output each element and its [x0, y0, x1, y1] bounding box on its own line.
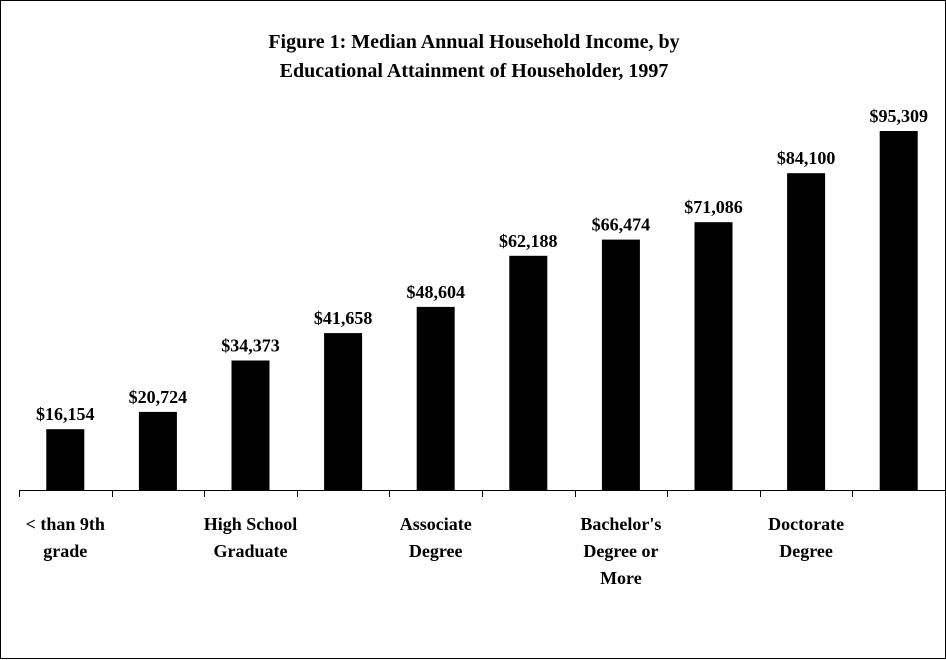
- bar-2: [231, 360, 270, 490]
- bar-9: [879, 131, 918, 490]
- data-label-6: $66,474: [592, 215, 651, 235]
- data-label-2: $34,373: [221, 336, 280, 356]
- bar-3: [324, 333, 363, 490]
- chart-title-line-1: Figure 1: Median Annual Household Income…: [268, 31, 679, 53]
- data-labels: $16,154 $20,724 $34,373 $41,658 $48,604 $62,1…: [36, 106, 928, 424]
- data-label-1: $20,724: [129, 387, 188, 407]
- data-label-7: $71,086: [684, 197, 743, 217]
- bar-series: [46, 131, 918, 490]
- data-label-3: $41,658: [314, 308, 373, 328]
- x-tick-label-8: Doctorate Degree: [768, 514, 844, 561]
- x-axis-tick-labels: < than 9th grade High School Graduate Associ…: [26, 514, 844, 588]
- bar-5: [509, 255, 548, 490]
- data-label-0: $16,154: [36, 404, 95, 424]
- bar-7: [694, 222, 733, 490]
- x-tick-label-0: < than 9th grade: [26, 514, 105, 561]
- x-axis: [19, 490, 946, 497]
- bar-6: [601, 239, 640, 490]
- bar-8: [787, 173, 826, 490]
- data-label-9: $95,309: [869, 106, 928, 126]
- bar-0: [46, 429, 85, 490]
- data-label-4: $48,604: [406, 282, 465, 302]
- x-tick-label-4: Associate Degree: [400, 514, 472, 561]
- chart-title: Figure 1: Median Annual Household Income…: [268, 31, 679, 82]
- chart-title-line-2: Educational Attainment of Householder, 1…: [280, 60, 669, 82]
- bar-4: [416, 306, 455, 490]
- data-label-8: $84,100: [777, 148, 836, 168]
- x-tick-label-6: Bachelor's Degree or More: [580, 514, 661, 588]
- data-label-5: $62,188: [499, 231, 558, 251]
- bar-1: [138, 411, 177, 490]
- x-tick-label-2: High School Graduate: [204, 514, 298, 561]
